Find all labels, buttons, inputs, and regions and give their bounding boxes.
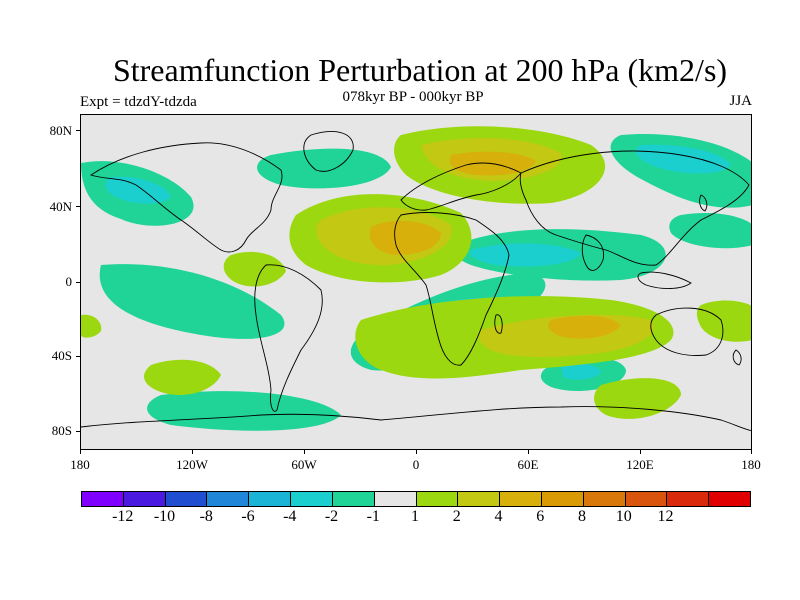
coastline-north-america [89, 142, 283, 253]
coastline-india [581, 234, 604, 271]
season-label: JJA [729, 93, 752, 109]
x-tick-mark [304, 450, 305, 454]
contour-negative [561, 364, 601, 380]
contour-positive [81, 314, 102, 338]
y-tick-mark [76, 282, 80, 283]
x-tick-mark [751, 450, 752, 454]
colorbar-swatch [291, 492, 333, 506]
coastline-europe [400, 162, 522, 211]
coastline-japan [699, 194, 708, 212]
colorbar-swatch [709, 492, 750, 506]
colorbar-swatch [583, 492, 626, 506]
coastline-indonesia [637, 271, 692, 289]
x-tick-label: 180 [70, 457, 90, 472]
contour-negative [470, 243, 581, 267]
coastlines [81, 131, 751, 432]
contour-fills [81, 126, 751, 431]
x-tick-label: 60E [517, 457, 539, 472]
colorbar-swatch [123, 492, 166, 506]
colorbar-swatch [625, 492, 668, 506]
colorbar-label: 12 [657, 508, 674, 525]
x-tick-mark [192, 450, 193, 454]
colorbar [81, 491, 751, 507]
coastline-south-america [254, 264, 323, 412]
y-tick-mark [76, 356, 80, 357]
colorbar-swatch [207, 492, 250, 506]
colorbar-label: -6 [241, 508, 255, 525]
map-panel [80, 114, 752, 450]
x-tick-label: 180 [741, 457, 761, 472]
y-tick-mark [76, 130, 80, 131]
contour-negative [669, 213, 751, 249]
colorbar-swatch [374, 492, 417, 506]
colorbar-swatch [249, 492, 292, 506]
colorbar-swatch [667, 492, 710, 506]
colorbar-label: -12 [112, 508, 134, 525]
colorbar-label: 10 [615, 508, 632, 525]
colorbar-label: 1 [411, 508, 419, 525]
colorbar-label: -1 [366, 508, 380, 525]
map-svg [81, 126, 751, 432]
colorbar-swatch [165, 492, 208, 506]
colorbar-label: 2 [452, 508, 461, 525]
plot-subtitle: 078kyr BP - 000kyr BP [342, 89, 484, 105]
colorbar-swatch [541, 492, 584, 506]
contour-positive [594, 378, 681, 419]
y-tick-mark [76, 206, 80, 207]
coastline-africa [394, 212, 510, 366]
contour-negative [257, 148, 391, 189]
colorbar-swatch [500, 492, 542, 506]
colorbar-swatch [82, 492, 124, 506]
coastline-asia [519, 150, 750, 266]
colorbar-label: 8 [578, 508, 586, 525]
y-tick-label: 80S [51, 423, 72, 438]
contour-negative [147, 391, 341, 431]
coastline-antarctica [81, 406, 751, 432]
x-tick-label: 60W [291, 457, 317, 472]
colorbar-label: -4 [283, 508, 297, 525]
y-tick-label: 80N [49, 123, 72, 138]
experiment-label: Expt = tdzdY-tdzda [80, 94, 197, 110]
contour-positive [223, 251, 286, 287]
coastline-madagascar [494, 314, 503, 334]
x-tick-label: 120W [176, 457, 208, 472]
y-tick-label: 40S [51, 348, 72, 363]
colorbar-label: -10 [153, 508, 176, 525]
colorbar-swatch [416, 492, 459, 506]
x-tick-mark [528, 450, 529, 454]
colorbar-label: 4 [494, 508, 503, 525]
x-tick-mark [80, 450, 81, 454]
y-tick-label: 0 [65, 274, 73, 289]
contour-negative [99, 264, 285, 339]
contour-negative [105, 176, 171, 204]
plot-title: Streamfunction Perturbation at 200 hPa (… [112, 52, 728, 88]
x-tick-mark [416, 450, 417, 454]
coastline-new-zealand [732, 349, 742, 366]
contour-positive [548, 315, 621, 339]
contour-positive [696, 300, 751, 342]
x-tick-label: 120E [626, 457, 654, 472]
coastline-australia [650, 307, 724, 356]
colorbar-label: -8 [199, 508, 213, 525]
coastline-greenland [303, 131, 354, 172]
x-tick-mark [640, 450, 641, 454]
y-tick-mark [76, 431, 80, 432]
y-tick-label: 40N [49, 199, 72, 214]
colorbar-label: -2 [324, 508, 339, 525]
colorbar-swatch [332, 492, 375, 506]
contour-positive [369, 220, 441, 255]
contour-positive [144, 359, 221, 395]
colorbar-label: 6 [536, 508, 545, 525]
colorbar-swatch [458, 492, 501, 506]
x-tick-label: 0 [412, 457, 420, 472]
